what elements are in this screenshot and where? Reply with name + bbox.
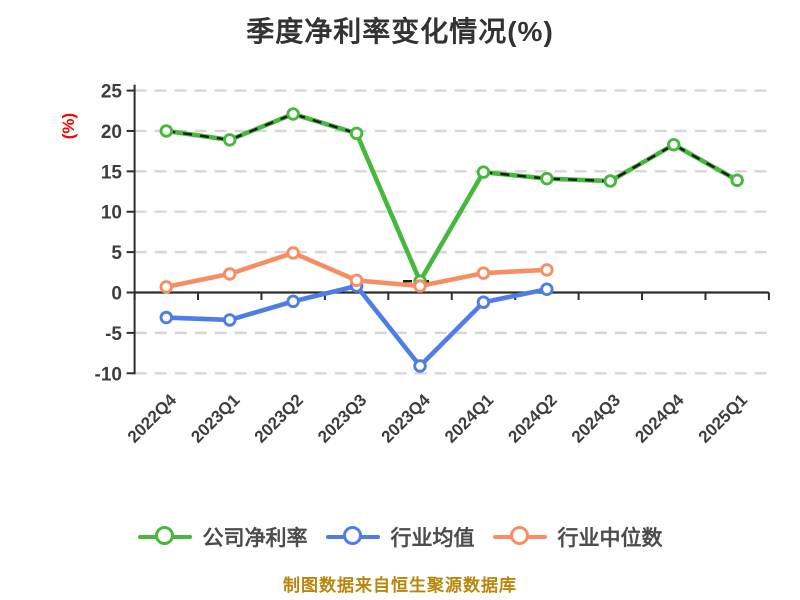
x-tick-label: 2025Q1 [695, 390, 751, 446]
data-point-marker-2-3 [349, 273, 364, 288]
y-tick-label: 0 [111, 284, 122, 305]
y-tick-label: 20 [101, 122, 122, 143]
y-axis-unit-label: (%) [59, 112, 78, 140]
data-point-marker-1-5 [476, 295, 491, 309]
data-point-marker-0-7 [603, 174, 618, 188]
x-tick-label: 2024Q2 [504, 390, 560, 446]
x-tick-label: 2022Q4 [124, 390, 181, 447]
data-point-marker-0-8 [666, 137, 681, 152]
legend-item-1[interactable]: 行业均值 [325, 522, 475, 552]
chart-title: 季度净利率变化情况(%) [246, 16, 554, 47]
y-tick-label: 5 [111, 243, 122, 264]
data-point-marker-1-6 [540, 282, 554, 297]
y-tick-label: 15 [101, 162, 123, 183]
data-point-marker-1-2 [286, 294, 300, 309]
data-point-marker-0-6 [540, 171, 554, 186]
source-caption: 制图数据来自恒生聚源数据库 [283, 576, 517, 595]
legend-marker-icon [325, 526, 380, 548]
data-point-marker-0-3 [349, 126, 364, 141]
x-tick-label: 2023Q4 [378, 390, 435, 447]
data-point-marker-2-0 [159, 280, 174, 294]
data-point-marker-0-5 [476, 165, 491, 179]
x-tick-label: 2024Q4 [631, 390, 688, 447]
x-tick-label: 2023Q1 [187, 390, 243, 446]
legend-label: 公司净利率 [202, 527, 308, 550]
x-tick-label: 2024Q1 [441, 390, 497, 446]
data-point-marker-1-0 [159, 310, 174, 325]
data-point-marker-2-1 [222, 267, 237, 281]
data-point-marker-0-0 [159, 124, 174, 138]
x-tick-label: 2023Q2 [251, 390, 307, 446]
legend-marker-icon [492, 526, 547, 548]
x-tick-label: 2023Q3 [314, 390, 370, 446]
legend: 公司净利率 行业均值 行业中位数 [0, 514, 800, 560]
data-point-marker-2-4 [413, 279, 427, 293]
legend-item-0[interactable]: 公司净利率 [137, 522, 308, 552]
data-point-marker-2-6 [540, 263, 554, 277]
data-point-marker-2-2 [286, 246, 300, 260]
series-line-1 [164, 283, 550, 369]
series-line-0 [164, 111, 740, 284]
y-tick-label: -5 [105, 324, 122, 345]
y-tick-label: -10 [95, 364, 122, 385]
data-point-marker-2-5 [476, 266, 491, 280]
data-point-marker-1-4 [413, 359, 427, 373]
x-tick-label: 2024Q3 [568, 390, 624, 446]
y-tick-label: 10 [101, 203, 122, 224]
legend-label: 行业中位数 [557, 527, 663, 550]
data-point-marker-1-1 [222, 313, 237, 327]
legend-marker-icon [137, 526, 192, 548]
y-tick-label: 25 [101, 82, 123, 103]
data-point-marker-0-1 [222, 133, 237, 147]
data-point-marker-0-9 [730, 173, 744, 187]
legend-item-2[interactable]: 行业中位数 [492, 522, 663, 552]
legend-label: 行业均值 [390, 527, 475, 550]
data-point-marker-0-2 [286, 107, 300, 121]
